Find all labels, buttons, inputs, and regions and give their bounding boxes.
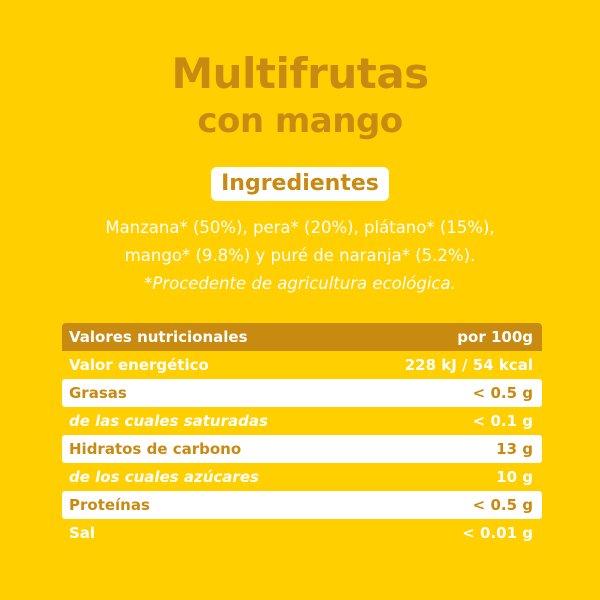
ingredients-heading-wrap: Ingredientes	[0, 167, 600, 201]
nutrition-label: Valor energético	[69, 356, 209, 374]
ingredients-line-1: Manzana* (50%), pera* (20%), plátano* (1…	[105, 218, 495, 237]
nutrition-value: < 0.1 g	[472, 412, 533, 430]
nutrition-value: 13 g	[496, 440, 533, 458]
nutrition-row-fat: Grasas < 0.5 g	[62, 379, 542, 407]
ingredients-heading: Ingredientes	[211, 167, 389, 201]
nutrition-header-row: Valores nutricionales por 100g	[62, 323, 542, 351]
nutrition-label: de los cuales azúcares	[69, 468, 259, 486]
nutrition-label: Hidratos de carbono	[69, 440, 242, 458]
ingredients-line-2: mango* (9.8%) y puré de naranja* (5.2%).	[124, 246, 476, 265]
nutrition-row-sugars: de los cuales azúcares 10 g	[62, 463, 542, 491]
nutrition-value: < 0.5 g	[472, 384, 533, 402]
ingredients-text: Manzana* (50%), pera* (20%), plátano* (1…	[40, 214, 560, 298]
nutrition-row-carbs: Hidratos de carbono 13 g	[62, 435, 542, 463]
nutrition-label: Sal	[69, 524, 96, 542]
nutrition-value: 10 g	[496, 468, 533, 486]
nutrition-header-value: por 100g	[457, 328, 533, 346]
nutrition-value: < 0.01 g	[462, 524, 533, 542]
product-subtitle: con mango	[197, 101, 403, 141]
nutrition-row-protein: Proteínas < 0.5 g	[62, 491, 542, 519]
nutrition-row-energy: Valor energético 228 kJ / 54 kcal	[62, 351, 542, 379]
ingredients-note: *Procedente de agricultura ecológica.	[144, 274, 456, 293]
nutrition-header-label: Valores nutricionales	[69, 328, 248, 346]
nutrition-value: < 0.5 g	[472, 496, 533, 514]
nutrition-table: Valores nutricionales por 100g Valor ene…	[62, 323, 542, 547]
product-title: Multifrutas	[171, 49, 429, 98]
nutrition-label: de las cuales saturadas	[69, 412, 268, 430]
nutrition-label: Proteínas	[69, 496, 150, 514]
nutrition-value: 228 kJ / 54 kcal	[404, 356, 533, 374]
nutrition-row-salt: Sal < 0.01 g	[62, 519, 542, 547]
nutrition-label: Grasas	[69, 384, 127, 402]
nutrition-row-saturated: de las cuales saturadas < 0.1 g	[62, 407, 542, 435]
